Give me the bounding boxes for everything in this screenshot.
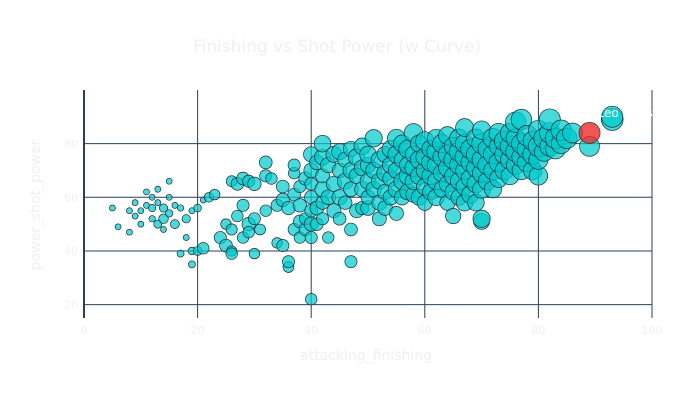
data-point	[149, 216, 155, 222]
data-point	[109, 205, 115, 211]
data-point	[365, 130, 382, 147]
data-point	[166, 210, 173, 217]
data-points	[109, 106, 623, 305]
data-point	[155, 200, 161, 206]
data-point	[182, 215, 190, 223]
data-point	[155, 186, 161, 192]
data-point	[249, 248, 260, 259]
data-point	[161, 226, 167, 232]
data-point	[288, 159, 300, 171]
data-point	[198, 242, 210, 254]
data-point	[226, 224, 237, 235]
data-point	[126, 229, 132, 235]
data-point	[143, 189, 149, 195]
data-point	[237, 199, 249, 211]
data-point	[232, 210, 244, 222]
data-point	[266, 173, 278, 185]
x-tick-label: 60	[418, 324, 432, 337]
y-tick-label: 80	[64, 138, 78, 151]
data-point	[209, 189, 220, 200]
y-tick-label: 20	[64, 299, 78, 312]
x-tick-label: 100	[642, 324, 663, 337]
x-tick-label: 80	[531, 324, 545, 337]
data-point	[126, 208, 132, 214]
data-point	[243, 226, 255, 238]
data-point	[132, 213, 138, 219]
data-point	[172, 202, 178, 208]
data-point	[260, 205, 272, 217]
data-point	[316, 213, 328, 225]
highlight-annotation: Leo Messi (Curve 93)	[598, 106, 675, 120]
data-point	[177, 205, 183, 211]
highlight-point	[579, 122, 600, 143]
data-point	[333, 212, 346, 225]
x-axis-title: attacking_finishing	[300, 348, 432, 364]
y-axis-title: power_shot_power	[28, 139, 44, 270]
data-point	[277, 239, 289, 251]
data-point	[282, 256, 294, 268]
data-point	[322, 232, 334, 244]
data-point	[226, 248, 238, 260]
x-tick-label: 0	[81, 324, 88, 337]
data-point	[248, 177, 261, 190]
x-tick-label: 20	[191, 324, 205, 337]
data-point	[177, 250, 184, 257]
y-tick-label: 60	[64, 191, 78, 204]
data-point	[170, 220, 179, 229]
data-point	[188, 261, 195, 268]
data-point	[115, 224, 121, 230]
data-point	[255, 224, 266, 235]
data-point	[149, 194, 155, 200]
data-point	[339, 196, 352, 209]
x-tick-label: 40	[304, 324, 318, 337]
data-point	[345, 256, 357, 268]
data-point	[138, 208, 144, 214]
data-point	[132, 200, 138, 206]
data-point	[138, 221, 144, 227]
y-tick-label: 40	[64, 245, 78, 258]
data-point	[389, 206, 403, 220]
data-point	[194, 204, 202, 212]
data-point	[276, 180, 289, 193]
data-point	[305, 293, 317, 305]
data-point	[166, 178, 172, 184]
data-point	[305, 231, 317, 243]
data-point	[473, 210, 490, 227]
data-point	[446, 208, 461, 223]
chart-title: Finishing vs Shot Power (w Curve)	[193, 37, 481, 57]
data-point	[166, 194, 172, 200]
data-point	[345, 223, 358, 236]
data-point	[248, 213, 260, 225]
data-point	[259, 156, 272, 169]
data-point	[183, 235, 189, 241]
data-point	[148, 204, 155, 211]
